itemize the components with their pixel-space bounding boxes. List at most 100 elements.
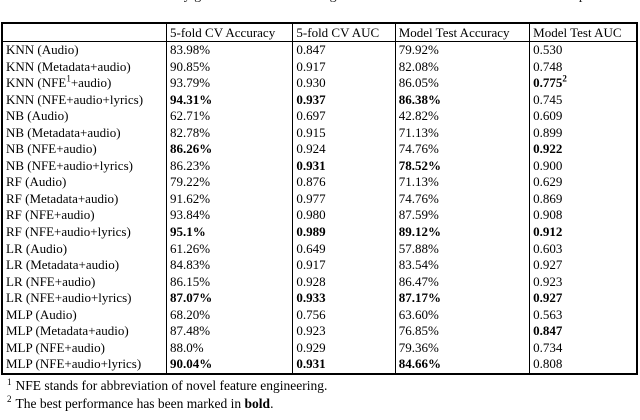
footnotes: 1 NFE stands for abbreviation of novel fe… — [7, 377, 327, 412]
table-row: MLP (Audio) 68.20% 0.756 63.60% 0.563 — [1, 306, 638, 324]
value-cell: 86.47% — [394, 273, 531, 291]
value-cell: 0.931 — [292, 356, 396, 374]
table-row: NB (NFE+audio+lyrics) 86.23% 0.931 78.52% 0.… — [1, 157, 638, 175]
value-cell: 86.38% — [394, 91, 531, 109]
row-label: NB (NFE+audio) — [1, 141, 168, 158]
table-row: KNN (Metadata+audio) 90.85% 0.917 82.08% 0.7… — [1, 58, 638, 76]
table-row: MLP (NFE+audio) 88.0% 0.929 79.36% 0.734 — [1, 339, 638, 357]
value-cell: 87.59% — [394, 207, 531, 225]
table-row: LR (NFE+audio+lyrics) 87.07% 0.933 87.17% 0.… — [1, 290, 638, 307]
table-row: KNN (NFE1+audio) 93.79% 0.930 86.05% 0.7752 — [1, 75, 638, 92]
column-header: 5-fold CV Accuracy — [166, 23, 294, 42]
value-cell: 87.07% — [166, 290, 294, 307]
table-row: LR (Audio) 61.26% 0.649 57.88% 0.603 — [1, 240, 638, 258]
row-label: KNN (NFE+audio+lyrics) — [1, 91, 168, 109]
value-cell: 0.847 — [529, 323, 638, 340]
value-cell: 86.15% — [166, 273, 294, 291]
value-cell: 79.22% — [166, 174, 294, 191]
value-cell: 42.82% — [394, 108, 531, 125]
header-row: 5-fold CV Accuracy 5-fold CV AUC Model Tes… — [1, 23, 638, 42]
value-cell: 93.84% — [166, 207, 294, 225]
value-cell: 0.734 — [529, 339, 638, 357]
value-cell: 0.928 — [292, 273, 396, 291]
row-label: MLP (Audio) — [1, 306, 168, 324]
value-cell: 63.60% — [394, 306, 531, 324]
value-cell: 86.05% — [394, 75, 531, 92]
row-label: KNN (Audio) — [1, 41, 168, 59]
value-cell: 61.26% — [166, 240, 294, 258]
value-cell: 84.66% — [394, 356, 531, 374]
row-label: LR (Metadata+audio) — [1, 257, 168, 274]
value-cell: 82.08% — [394, 58, 531, 76]
value-cell: 0.923 — [529, 273, 638, 291]
value-cell: 90.04% — [166, 356, 294, 374]
row-label: LR (NFE+audio+lyrics) — [1, 290, 168, 307]
value-cell: 0.922 — [529, 141, 638, 158]
value-cell: 94.31% — [166, 91, 294, 109]
value-cell: 62.71% — [166, 108, 294, 125]
value-cell: 79.36% — [394, 339, 531, 357]
row-label: MLP (Metadata+audio) — [1, 323, 168, 340]
value-cell: 0.927 — [529, 257, 638, 274]
row-label: NB (Metadata+audio) — [1, 124, 168, 142]
value-cell: 0.876 — [292, 174, 396, 191]
value-cell: 0.649 — [292, 240, 396, 258]
table-row: KNN (NFE+audio+lyrics) 94.31% 0.937 86.38% 0… — [1, 91, 638, 109]
value-cell: 87.48% — [166, 323, 294, 340]
footnote-text: NFE stands for abbreviation of novel fea… — [15, 378, 328, 393]
value-cell: 90.85% — [166, 58, 294, 76]
value-cell: 91.62% — [166, 190, 294, 208]
value-cell: 0.748 — [529, 58, 638, 76]
value-cell: 0.899 — [529, 124, 638, 142]
value-cell: 0.927 — [529, 290, 638, 307]
row-label: RF (Audio) — [1, 174, 168, 191]
table-row: LR (NFE+audio) 86.15% 0.928 86.47% 0.923 — [1, 273, 638, 291]
table-row: KNN (Audio) 83.98% 0.847 79.92% 0.530 — [1, 41, 638, 59]
value-cell: 0.745 — [529, 91, 638, 109]
table-row: NB (Metadata+audio) 82.78% 0.915 71.13% 0.89… — [1, 124, 638, 142]
column-header: Model Test AUC — [529, 23, 638, 42]
footnote-text: . — [270, 395, 274, 411]
value-cell: 0.980 — [292, 207, 396, 225]
value-cell: 0.697 — [292, 108, 396, 125]
value-cell: 95.1% — [166, 224, 294, 241]
footnote: 2 The best performance has been marked in… — [7, 395, 327, 413]
results-table: 5-fold CV Accuracy 5-fold CV AUC Model Tes… — [1, 22, 638, 375]
value-cell: 0.930 — [292, 75, 396, 92]
value-cell: 0.924 — [292, 141, 396, 158]
table-row: RF (NFE+audio+lyrics) 95.1% 0.989 89.12% 0.9… — [1, 224, 638, 241]
value-cell: 0.929 — [292, 339, 396, 357]
table-row: MLP (NFE+audio+lyrics) 90.04% 0.931 84.66% 0… — [1, 356, 638, 374]
value-cell: 78.52% — [394, 157, 531, 175]
value-cell: 0.908 — [529, 207, 638, 225]
value-cell: 0.756 — [292, 306, 396, 324]
row-label: KNN (Metadata+audio) — [1, 58, 168, 76]
value-cell: 82.78% — [166, 124, 294, 142]
value-cell: 74.76% — [394, 190, 531, 208]
table-row: LR (Metadata+audio) 84.83% 0.917 83.54% 0.92… — [1, 257, 638, 274]
value-cell: 0.7752 — [529, 75, 638, 92]
value-cell: 0.609 — [529, 108, 638, 125]
value-cell: 71.13% — [394, 124, 531, 142]
value-cell: 86.23% — [166, 157, 294, 175]
value-cell: 88.0% — [166, 339, 294, 357]
value-cell: 68.20% — [166, 306, 294, 324]
row-label: NB (NFE+audio+lyrics) — [1, 157, 168, 175]
row-label: RF (NFE+audio) — [1, 207, 168, 225]
row-label: MLP (NFE+audio) — [1, 339, 168, 357]
table-header: 5-fold CV Accuracy 5-fold CV AUC Model Tes… — [1, 23, 638, 42]
value-cell: 84.83% — [166, 257, 294, 274]
value-cell: 0.915 — [292, 124, 396, 142]
value-cell: 74.76% — [394, 141, 531, 158]
footnote-marker: 1 — [66, 75, 71, 84]
value-cell: 0.869 — [529, 190, 638, 208]
value-cell: 79.92% — [394, 41, 531, 59]
table-caption-text: Table: Performance of binary genre class… — [0, 0, 640, 4]
row-label: RF (Metadata+audio) — [1, 190, 168, 208]
footnote-marker: 1 — [7, 376, 12, 387]
value-cell: 0.989 — [292, 224, 396, 241]
column-header — [1, 23, 168, 42]
value-cell: 0.933 — [292, 290, 396, 307]
value-cell: 0.808 — [529, 356, 638, 374]
